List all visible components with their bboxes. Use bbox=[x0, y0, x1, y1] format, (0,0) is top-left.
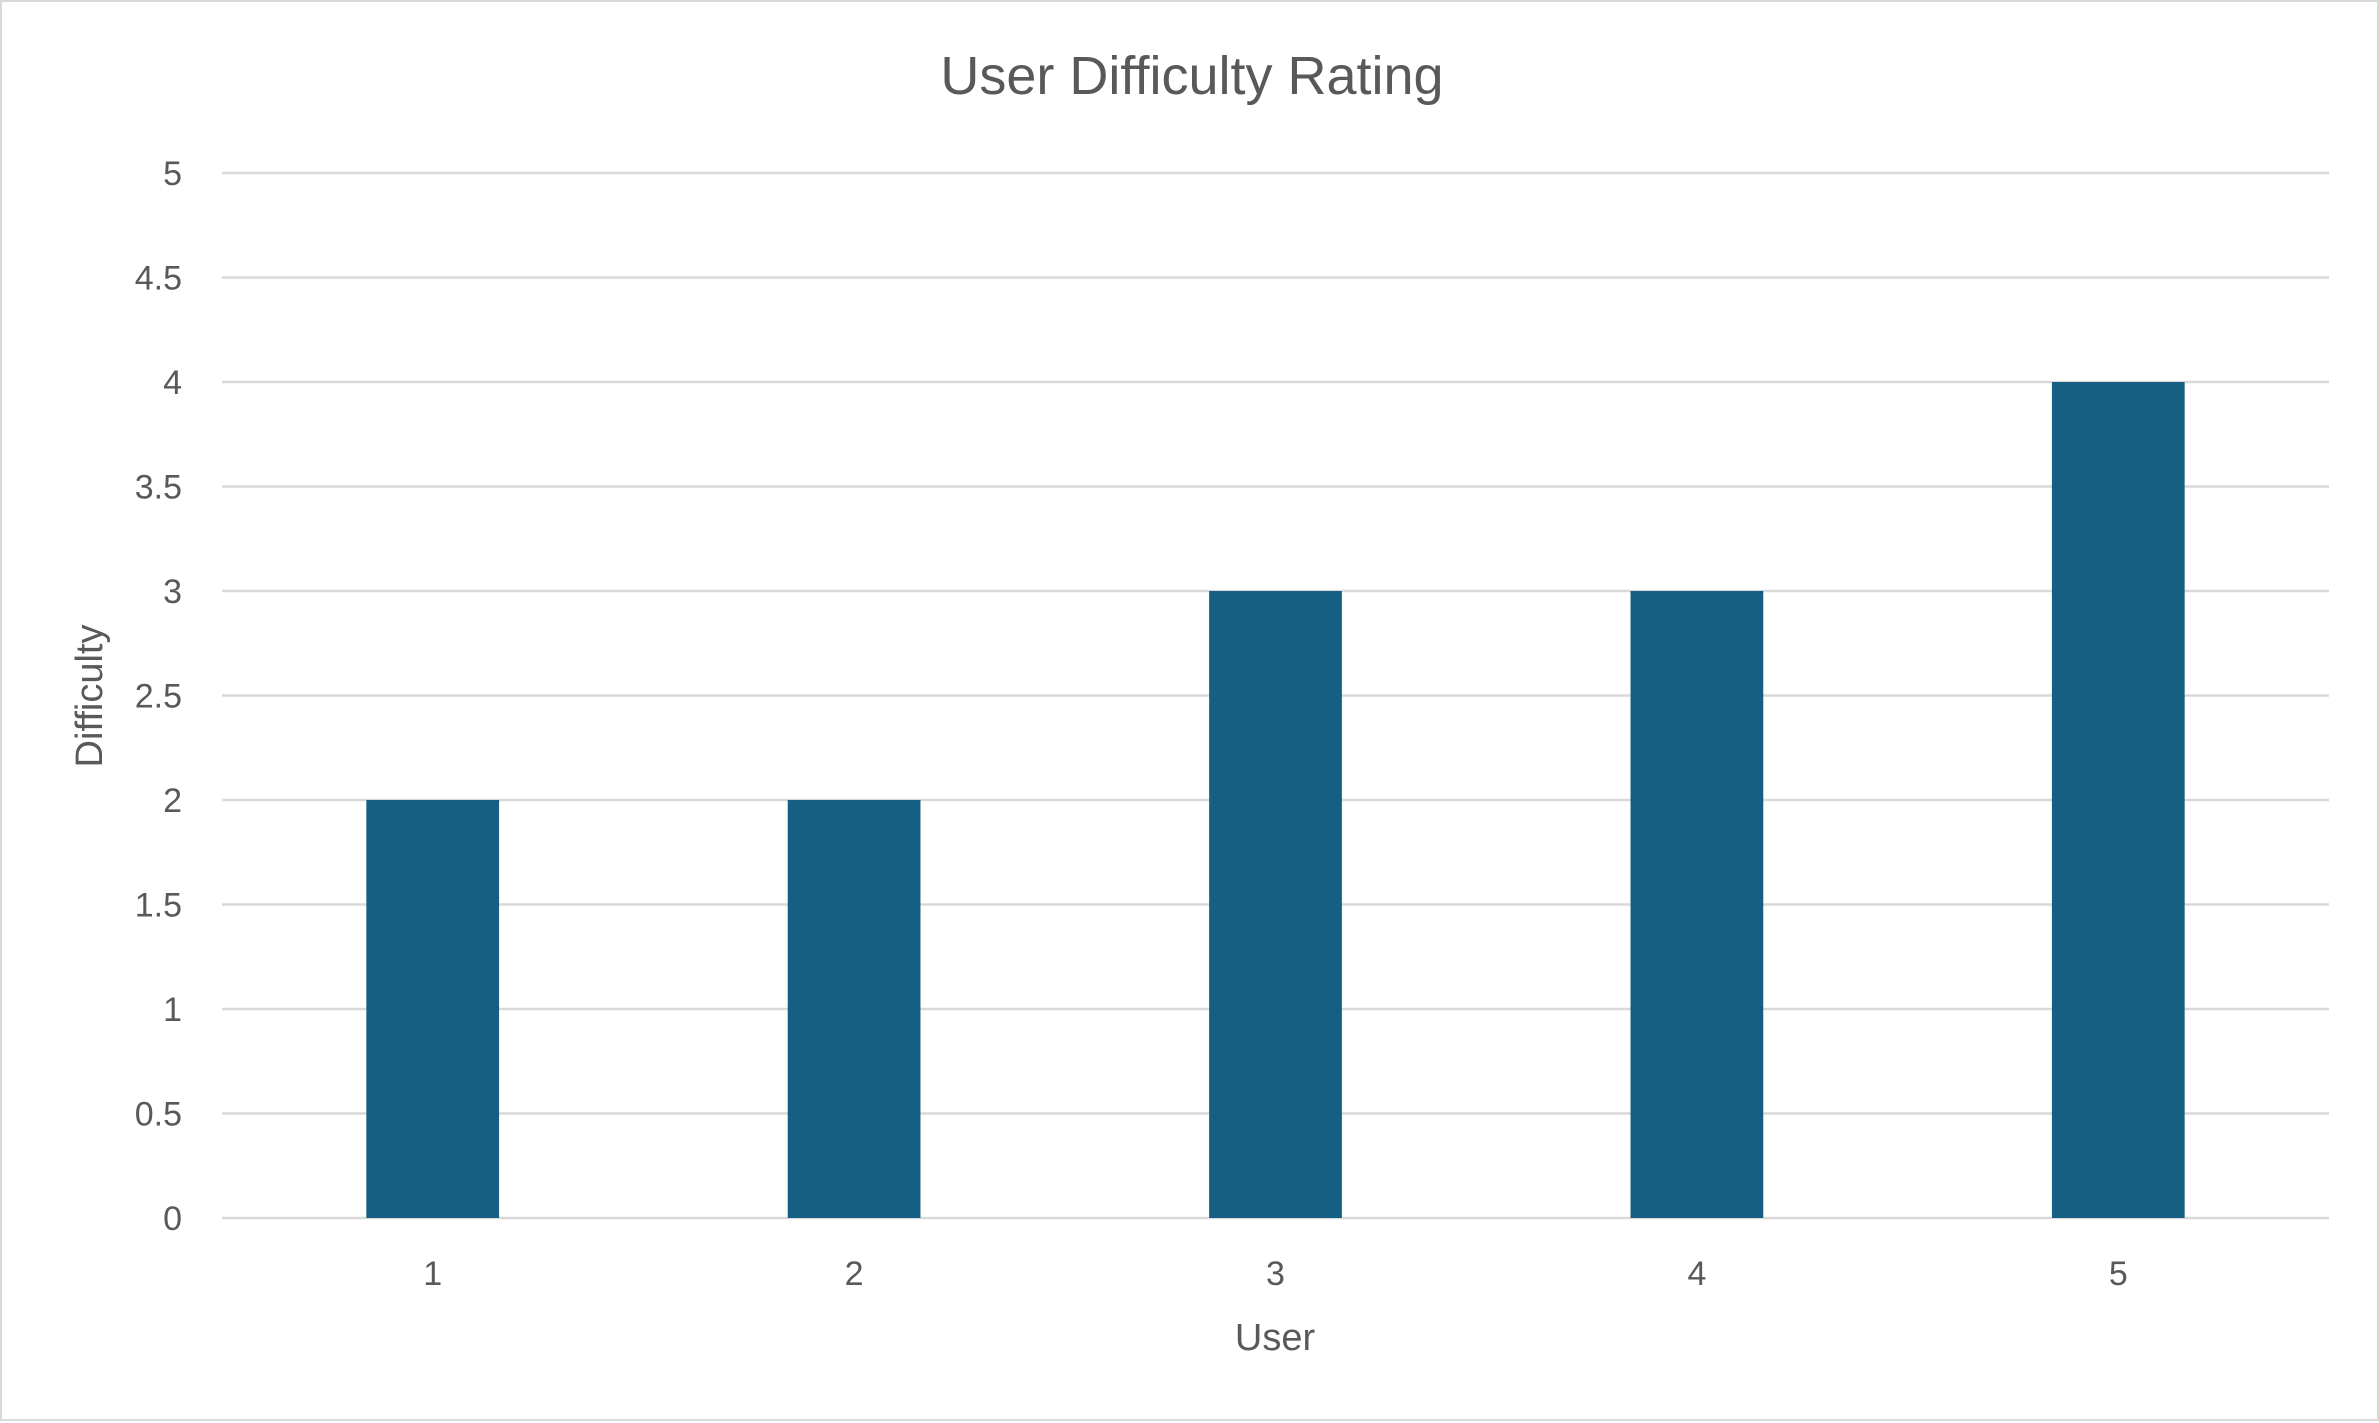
y-axis-title: Difficulty bbox=[69, 625, 111, 768]
y-tick-label: 3.5 bbox=[135, 469, 182, 507]
x-axis-ticks: 1 2 3 4 5 bbox=[423, 1255, 2128, 1293]
x-tick-label: 4 bbox=[1687, 1255, 1706, 1293]
y-tick-label: 1 bbox=[163, 991, 182, 1029]
bar-user-2 bbox=[787, 800, 921, 1218]
y-tick-label: 4 bbox=[163, 364, 182, 402]
bar-user-1 bbox=[366, 800, 500, 1218]
x-tick-label: 3 bbox=[1266, 1255, 1285, 1293]
bar-user-4 bbox=[1630, 591, 1764, 1218]
x-axis-title: User bbox=[1235, 1317, 1316, 1359]
y-tick-label: 2 bbox=[163, 782, 182, 820]
y-tick-label: 0 bbox=[163, 1200, 182, 1238]
bars bbox=[366, 382, 2185, 1218]
x-tick-label: 5 bbox=[2109, 1255, 2128, 1293]
y-tick-label: 1.5 bbox=[135, 887, 182, 925]
y-tick-label: 2.5 bbox=[135, 678, 182, 716]
bar-user-3 bbox=[1209, 591, 1342, 1218]
x-tick-label: 1 bbox=[423, 1255, 442, 1293]
bar-user-5 bbox=[2051, 382, 2185, 1218]
chart-title: User Difficulty Rating bbox=[940, 46, 1443, 106]
y-axis-ticks: 0 0.5 1 1.5 2 2.5 3 3.5 4 4.5 5 bbox=[135, 155, 182, 1238]
y-tick-label: 5 bbox=[163, 155, 182, 193]
x-tick-label: 2 bbox=[845, 1255, 864, 1293]
y-tick-label: 0.5 bbox=[135, 1096, 182, 1134]
y-tick-label: 4.5 bbox=[135, 260, 182, 298]
y-tick-label: 3 bbox=[163, 573, 182, 611]
